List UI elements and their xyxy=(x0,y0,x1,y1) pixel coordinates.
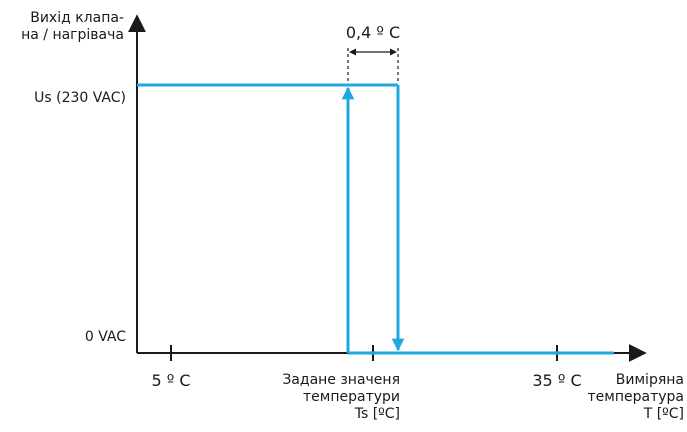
y-axis-title-line2: на / нагрівача xyxy=(21,27,124,43)
setpoint-label-line1: Задане значеня xyxy=(282,372,400,388)
x-axis-title-line1: Виміряна xyxy=(615,372,684,388)
setpoint-label-line3: Ts [ºC] xyxy=(354,406,400,422)
hysteresis-label: 0,4 º C xyxy=(345,23,401,42)
setpoint-label-line2: температури xyxy=(303,389,400,405)
y-axis-title-line1: Вихід клапа- xyxy=(30,10,124,26)
x-tick-label-35: 35 º C xyxy=(532,371,582,390)
y-label-low: 0 VAC xyxy=(84,329,126,345)
setpoint-label: Задане значеня температури Ts [ºC] xyxy=(226,372,400,423)
x-axis-title-line3: T [ºC] xyxy=(643,406,684,422)
y-axis-title: Вихід клапа- на / нагрівача xyxy=(6,10,124,44)
hysteresis-arrow-right xyxy=(390,48,397,56)
y-label-high: Us (230 VAC) xyxy=(34,90,126,106)
x-axis-title: Виміряна температура T [ºC] xyxy=(574,372,684,423)
x-axis-title-line2: температура xyxy=(587,389,684,405)
x-tick-label-5: 5 º C xyxy=(151,371,191,390)
hysteresis-arrow-left xyxy=(349,48,356,56)
